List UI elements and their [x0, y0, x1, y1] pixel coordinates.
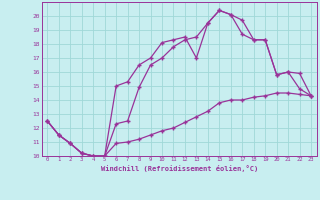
X-axis label: Windchill (Refroidissement éolien,°C): Windchill (Refroidissement éolien,°C)	[100, 165, 258, 172]
